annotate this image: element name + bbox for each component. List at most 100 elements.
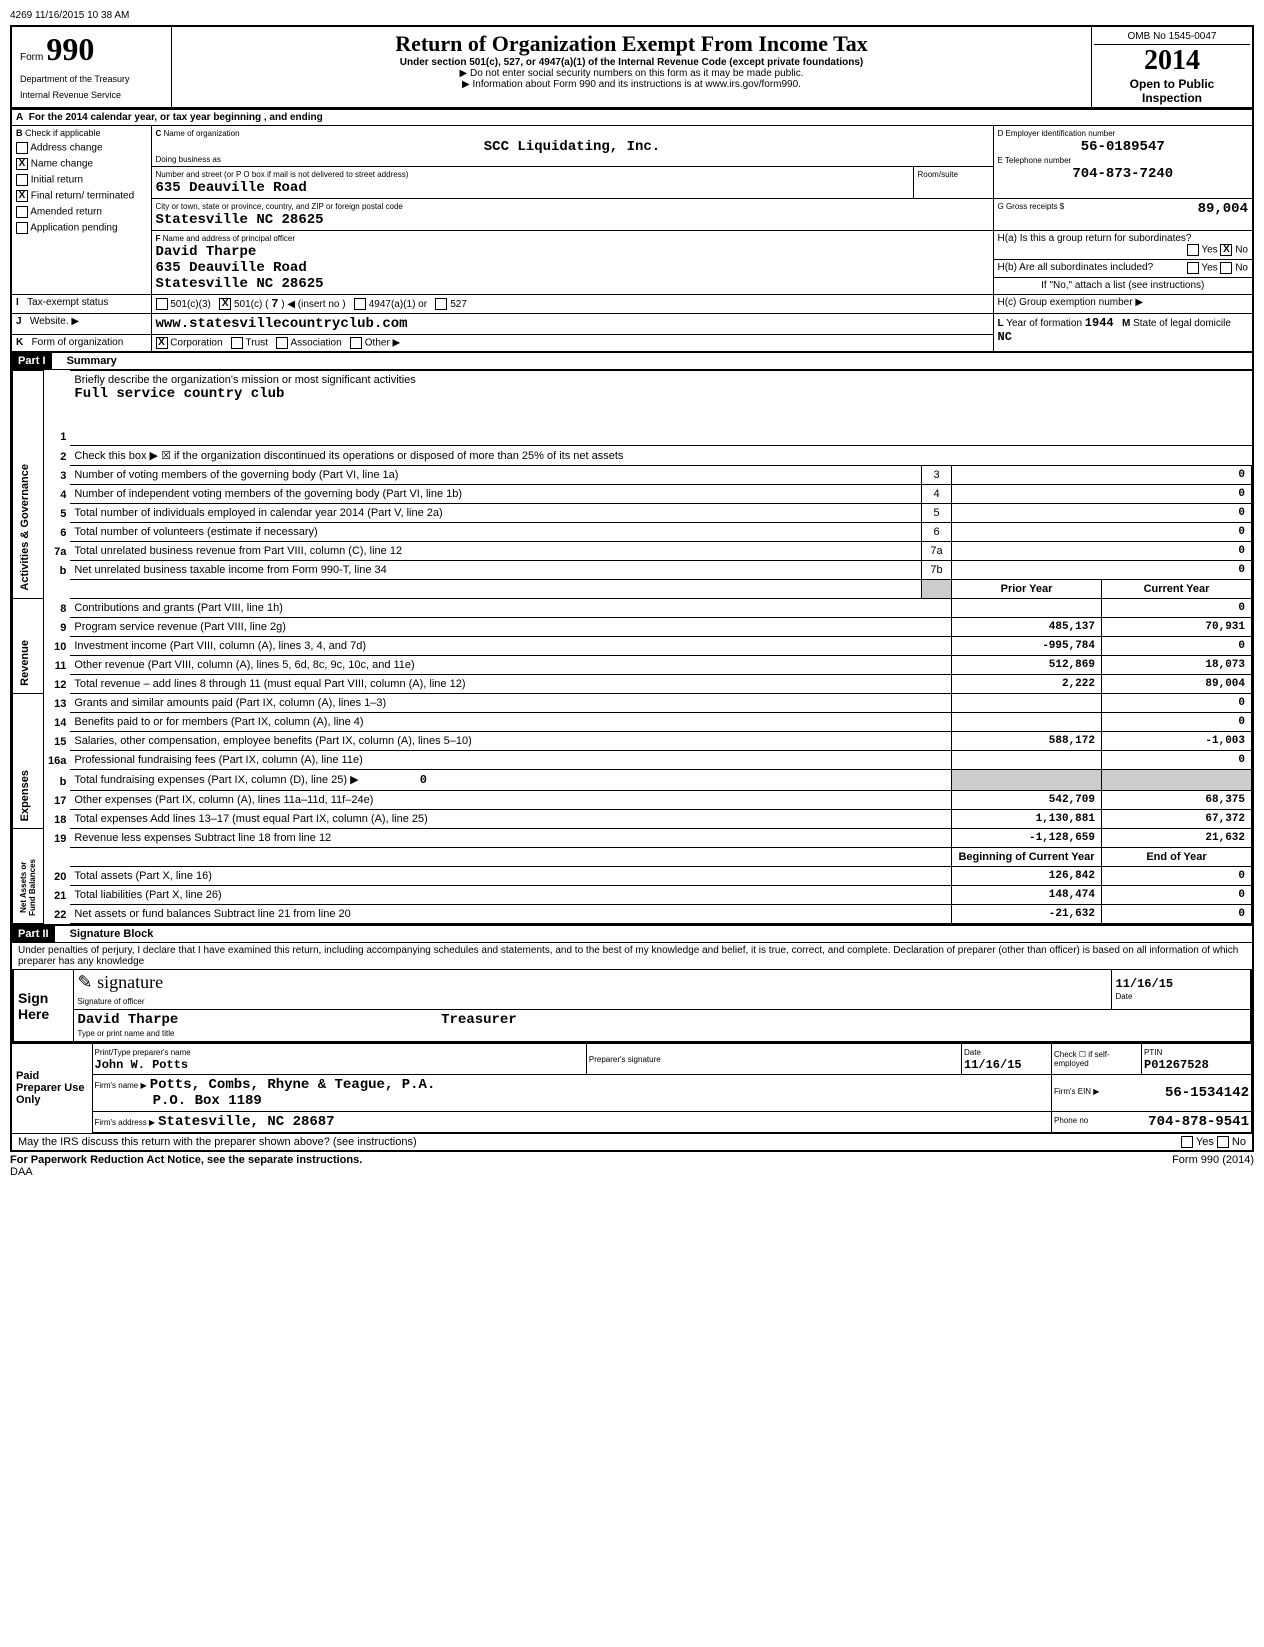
- vlabel-net: Net Assets orFund Balances: [17, 855, 39, 920]
- mission: Full service country club: [74, 386, 284, 402]
- val-5: 0: [952, 504, 1252, 523]
- check-b-label: Check if applicable: [25, 128, 101, 138]
- cb-pending[interactable]: [16, 222, 28, 234]
- website: www.statesvillecountryclub.com: [156, 316, 408, 332]
- cb-527[interactable]: [435, 298, 447, 310]
- col-prior: Prior Year: [952, 580, 1102, 599]
- sign-here-label: Sign Here: [13, 970, 73, 1043]
- identity-block: A For the 2014 calendar year, or tax yea…: [10, 109, 1254, 353]
- summary-table: Activities & Governance 1 Briefly descri…: [12, 370, 1252, 924]
- cb-final[interactable]: X: [16, 190, 28, 202]
- domicile: NC: [998, 330, 1012, 344]
- dba-label: Doing business as: [156, 155, 989, 164]
- part-i-head: Part I: [12, 353, 52, 369]
- l-label: Year of formation: [1006, 318, 1082, 329]
- part-i-title: Summary: [55, 355, 117, 367]
- org-city: Statesville NC 28625: [156, 212, 324, 228]
- col-current: Current Year: [1102, 580, 1252, 599]
- officer-city: Statesville NC 28625: [156, 276, 324, 292]
- officer-print-name: David Tharpe: [78, 1012, 179, 1028]
- d-label: D Employer identification number: [998, 129, 1116, 138]
- cb-other[interactable]: [350, 337, 362, 349]
- val-4: 0: [952, 485, 1252, 504]
- val-6: 0: [952, 523, 1252, 542]
- officer-name: David Tharpe: [156, 244, 257, 260]
- officer-title: Treasurer: [441, 1012, 517, 1028]
- paid-prep-label: Paid Preparer Use Only: [12, 1044, 92, 1133]
- cb-name-change[interactable]: X: [16, 158, 28, 170]
- cb-initial[interactable]: [16, 174, 28, 186]
- part-ii-head: Part II: [12, 926, 55, 942]
- part-ii-title: Signature Block: [58, 928, 154, 940]
- firm-addr2: Statesville, NC 28687: [158, 1114, 334, 1130]
- form-header: Form 990 Department of the Treasury Inte…: [10, 25, 1254, 109]
- hb-label: H(b) Are all subordinates included?: [998, 262, 1154, 273]
- ha-yes[interactable]: [1187, 244, 1199, 256]
- sig-of-officer-label: Signature of officer: [78, 997, 145, 1006]
- omb-number: OMB No 1545-0047: [1094, 29, 1250, 45]
- hb-no[interactable]: [1220, 262, 1232, 274]
- form-sub2: ▶ Do not enter social security numbers o…: [176, 68, 1087, 79]
- vlabel-governance: Activities & Governance: [17, 460, 33, 595]
- g-label: G Gross receipts $: [998, 202, 1065, 211]
- form-label: Form: [20, 52, 43, 63]
- cb-501c3[interactable]: [156, 298, 168, 310]
- dept-irs: Internal Revenue Service: [20, 90, 163, 100]
- cb-address-change[interactable]: [16, 142, 28, 154]
- firm-name: Potts, Combs, Rhyne & Teague, P.A.: [150, 1077, 436, 1093]
- m-label: State of legal domicile: [1133, 318, 1231, 329]
- hb-yes[interactable]: [1187, 262, 1199, 274]
- vlabel-revenue: Revenue: [17, 636, 33, 690]
- form-title: Return of Organization Exempt From Incom…: [176, 31, 1087, 57]
- sign-date-label: Date: [1116, 992, 1133, 1001]
- sign-date: 11/16/15: [1116, 977, 1247, 991]
- officer-addr: 635 Deauville Road: [156, 260, 307, 276]
- cb-amended[interactable]: [16, 206, 28, 218]
- cb-corp[interactable]: X: [156, 337, 168, 349]
- ha-no[interactable]: X: [1220, 244, 1232, 256]
- dept-treasury: Department of the Treasury: [20, 74, 163, 84]
- ha-label: H(a) Is this a group return for subordin…: [998, 233, 1192, 244]
- timestamp: 4269 11/16/2015 10 38 AM: [10, 10, 1254, 21]
- org-address: 635 Deauville Road: [156, 180, 307, 196]
- discuss-no[interactable]: [1217, 1136, 1229, 1148]
- cb-trust[interactable]: [231, 337, 243, 349]
- gross-receipts: 89,004: [1198, 201, 1248, 217]
- open-public2: Inspection: [1094, 91, 1250, 105]
- insert-no: 7: [271, 297, 278, 311]
- city-label: City or town, state or province, country…: [156, 202, 403, 211]
- row-a: For the 2014 calendar year, or tax year …: [29, 112, 323, 123]
- f-label: Name and address of principal officer: [163, 234, 295, 243]
- cb-assoc[interactable]: [276, 337, 288, 349]
- firm-phone: 704-878-9541: [1148, 1114, 1249, 1130]
- cb-4947[interactable]: [354, 298, 366, 310]
- firm-ein: 56-1534142: [1165, 1085, 1249, 1101]
- pra-notice: For Paperwork Reduction Act Notice, see …: [10, 1154, 362, 1166]
- h-note: If "No," attach a list (see instructions…: [1041, 280, 1204, 291]
- ein: 56-0189547: [998, 139, 1249, 155]
- addr-label: Number and street (or P O box if mail is…: [156, 170, 409, 179]
- form-sub3: ▶ Information about Form 990 and its ins…: [176, 79, 1087, 90]
- phone: 704-873-7240: [998, 166, 1249, 182]
- val-7b: 0: [952, 561, 1252, 580]
- prep-name: John W. Potts: [95, 1058, 189, 1072]
- form-sub1: Under section 501(c), 527, or 4947(a)(1)…: [176, 57, 1087, 68]
- discuss-yes[interactable]: [1181, 1136, 1193, 1148]
- type-print-label: Type or print name and title: [78, 1029, 175, 1038]
- open-public1: Open to Public: [1094, 77, 1250, 91]
- mission-label: Briefly describe the organization's miss…: [74, 374, 415, 386]
- room-label: Room/suite: [918, 170, 958, 179]
- year-formed: 1944: [1085, 316, 1114, 330]
- perjury-statement: Under penalties of perjury, I declare th…: [12, 943, 1252, 969]
- i-label: Tax-exempt status: [27, 297, 108, 308]
- hc-label: H(c) Group exemption number ▶: [998, 297, 1144, 308]
- form-number: 990: [46, 31, 94, 67]
- org-name: SCC Liquidating, Inc.: [156, 139, 989, 155]
- form-footer: Form 990 (2014): [1172, 1154, 1254, 1178]
- tax-year: 2014: [1094, 45, 1250, 77]
- cb-501c[interactable]: X: [219, 298, 231, 310]
- line-2: Check this box ▶ ☒ if the organization d…: [70, 446, 1251, 466]
- j-label: Website. ▶: [30, 316, 79, 327]
- vlabel-expenses: Expenses: [17, 766, 33, 825]
- firm-addr1: P.O. Box 1189: [153, 1093, 262, 1109]
